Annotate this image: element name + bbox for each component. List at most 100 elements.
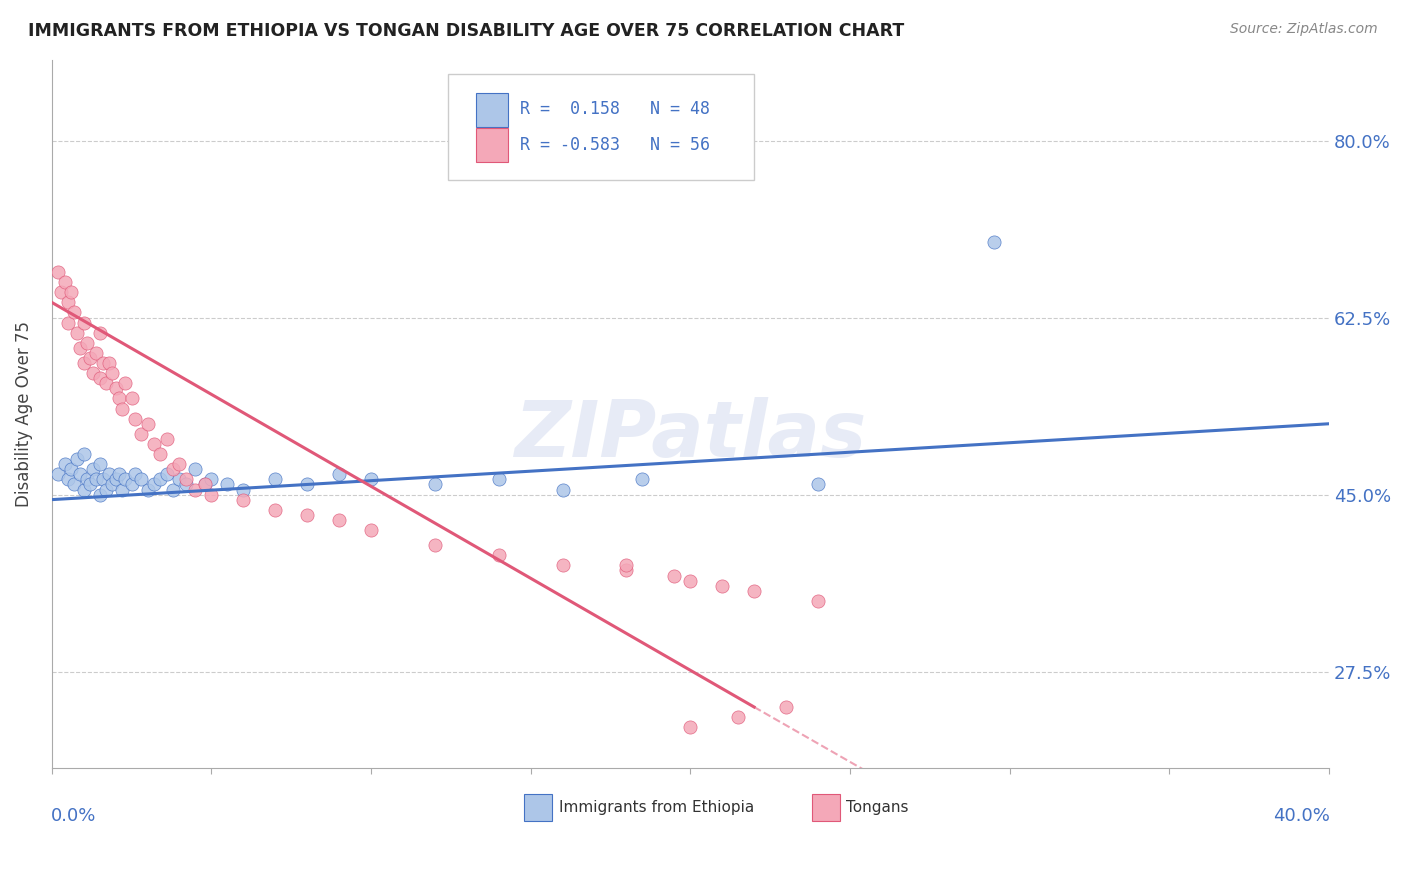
Point <box>121 392 143 406</box>
Point <box>664 568 686 582</box>
Point <box>56 316 79 330</box>
FancyBboxPatch shape <box>447 74 754 180</box>
Point <box>136 417 159 431</box>
Point <box>91 472 114 486</box>
Point <box>142 477 165 491</box>
Point <box>264 472 287 486</box>
Point <box>200 472 222 486</box>
Point <box>129 426 152 441</box>
Point <box>169 457 191 471</box>
Point <box>104 381 127 395</box>
Point <box>114 376 136 391</box>
Point <box>360 472 382 486</box>
Point <box>679 574 702 588</box>
Point <box>169 472 191 486</box>
Point <box>53 275 76 289</box>
Point <box>156 467 179 482</box>
Point <box>86 472 108 486</box>
Point <box>76 335 98 350</box>
Text: 40.0%: 40.0% <box>1274 806 1330 824</box>
Point <box>194 477 217 491</box>
Point <box>73 447 96 461</box>
Point <box>423 477 446 491</box>
Point <box>162 462 184 476</box>
Text: Immigrants from Ethiopia: Immigrants from Ethiopia <box>558 800 754 815</box>
Point <box>983 235 1005 249</box>
Point <box>616 558 638 573</box>
FancyBboxPatch shape <box>524 794 553 821</box>
Point <box>184 462 207 476</box>
Point <box>101 366 124 380</box>
Point <box>89 326 111 340</box>
Point <box>162 483 184 497</box>
Point <box>101 477 124 491</box>
Point <box>124 467 146 482</box>
Point <box>423 538 446 552</box>
Point <box>76 472 98 486</box>
Point <box>94 483 117 497</box>
Point <box>66 452 89 467</box>
Point <box>56 472 79 486</box>
Point <box>63 477 86 491</box>
Point <box>679 720 702 734</box>
Point <box>104 472 127 486</box>
Point <box>86 346 108 360</box>
Point <box>56 295 79 310</box>
Point <box>89 371 111 385</box>
Point <box>89 487 111 501</box>
Point <box>59 462 82 476</box>
Point <box>775 700 797 714</box>
Point <box>82 366 104 380</box>
Point <box>232 483 254 497</box>
Point <box>328 467 350 482</box>
Point <box>551 483 574 497</box>
Point <box>46 265 69 279</box>
Point <box>295 477 318 491</box>
Point <box>200 487 222 501</box>
Point <box>742 583 765 598</box>
Point <box>264 502 287 516</box>
Point <box>94 376 117 391</box>
FancyBboxPatch shape <box>475 128 508 162</box>
Point <box>551 558 574 573</box>
Point <box>142 437 165 451</box>
Text: IMMIGRANTS FROM ETHIOPIA VS TONGAN DISABILITY AGE OVER 75 CORRELATION CHART: IMMIGRANTS FROM ETHIOPIA VS TONGAN DISAB… <box>28 22 904 40</box>
Point <box>107 467 129 482</box>
Point <box>114 472 136 486</box>
Point <box>79 351 101 365</box>
Point <box>121 477 143 491</box>
Point <box>69 341 91 355</box>
Text: Source: ZipAtlas.com: Source: ZipAtlas.com <box>1230 22 1378 37</box>
Point <box>46 467 69 482</box>
Point <box>79 477 101 491</box>
Point <box>107 392 129 406</box>
Point <box>98 356 121 370</box>
Point <box>174 472 197 486</box>
Point <box>328 513 350 527</box>
Point <box>66 326 89 340</box>
Point <box>149 472 172 486</box>
FancyBboxPatch shape <box>475 93 508 127</box>
Point <box>711 579 734 593</box>
Point <box>136 483 159 497</box>
Point <box>53 457 76 471</box>
FancyBboxPatch shape <box>811 794 839 821</box>
Point <box>124 411 146 425</box>
Point <box>69 467 91 482</box>
Y-axis label: Disability Age Over 75: Disability Age Over 75 <box>15 320 32 507</box>
Point <box>98 467 121 482</box>
Point <box>194 477 217 491</box>
Point <box>174 477 197 491</box>
Point <box>360 523 382 537</box>
Point <box>51 285 73 300</box>
Point <box>82 462 104 476</box>
Point <box>59 285 82 300</box>
Text: R = -0.583   N = 56: R = -0.583 N = 56 <box>520 136 710 153</box>
Text: ZIPatlas: ZIPatlas <box>515 397 866 473</box>
Point <box>631 472 654 486</box>
Point <box>807 594 830 608</box>
Point <box>111 483 134 497</box>
Point <box>184 483 207 497</box>
Point <box>217 477 239 491</box>
Text: R =  0.158   N = 48: R = 0.158 N = 48 <box>520 100 710 118</box>
